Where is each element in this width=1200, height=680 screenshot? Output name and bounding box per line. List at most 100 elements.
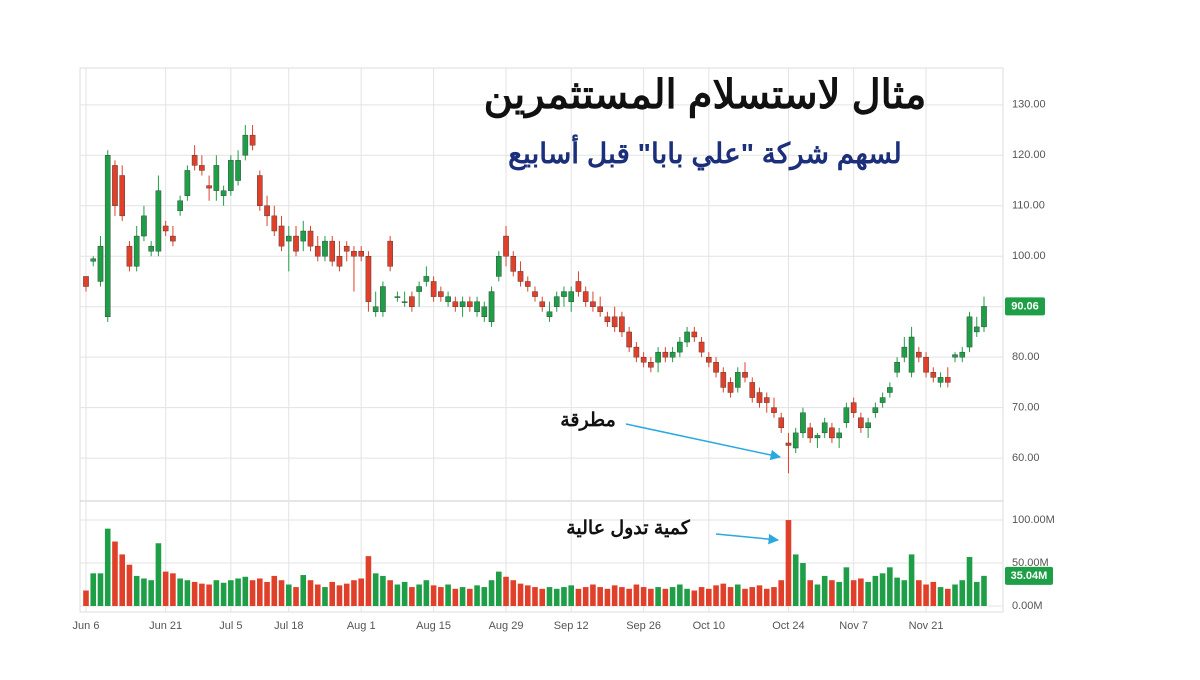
volume-bar bbox=[322, 587, 328, 606]
x-tick-label: Jul 5 bbox=[219, 620, 242, 632]
candle-body bbox=[97, 245, 104, 282]
volume-bar bbox=[271, 575, 278, 606]
x-tick-label: Aug 15 bbox=[416, 620, 451, 632]
volume-bar bbox=[706, 588, 712, 606]
volume-bar bbox=[235, 578, 241, 606]
candle-body bbox=[235, 160, 241, 181]
candle-body bbox=[524, 281, 531, 287]
candle-body bbox=[843, 407, 850, 423]
volume-bar bbox=[597, 587, 603, 606]
candle-body bbox=[90, 258, 97, 262]
volume-bar bbox=[177, 578, 183, 606]
candle-body bbox=[785, 442, 792, 446]
candle-body bbox=[742, 372, 748, 378]
candle-body bbox=[249, 134, 256, 146]
candle-body bbox=[553, 296, 560, 307]
candle-body bbox=[380, 286, 386, 312]
volume-bar bbox=[669, 587, 676, 606]
volume-bar bbox=[329, 581, 336, 606]
candle-body bbox=[416, 286, 422, 292]
candle-body bbox=[778, 417, 785, 429]
volume-bar bbox=[662, 588, 669, 606]
annotation-arrow bbox=[625, 423, 782, 461]
candle-body bbox=[713, 362, 719, 373]
volume-bar bbox=[213, 580, 220, 606]
volume-bar bbox=[677, 584, 683, 606]
volume-bar bbox=[503, 576, 509, 606]
candle-body bbox=[539, 301, 546, 307]
volume-bar bbox=[104, 528, 111, 606]
y-tick-label: 80.00 bbox=[1012, 351, 1040, 363]
candle-body bbox=[648, 362, 654, 368]
volume-bar bbox=[90, 573, 97, 606]
candle-body bbox=[155, 190, 162, 252]
candle-body bbox=[698, 341, 705, 353]
volume-bar bbox=[923, 584, 929, 606]
volume-bar bbox=[524, 585, 531, 606]
candle-body bbox=[807, 427, 813, 439]
y-tick-label: 100.00M bbox=[1012, 514, 1055, 526]
x-tick-label: Jun 21 bbox=[149, 620, 182, 632]
candle-body bbox=[351, 250, 357, 257]
candle-body bbox=[481, 306, 488, 318]
candle-body bbox=[850, 402, 857, 413]
candle-body bbox=[829, 427, 835, 439]
candle-body bbox=[467, 301, 473, 307]
candle-body bbox=[619, 316, 625, 333]
volume-bar bbox=[633, 584, 640, 606]
volume-bar bbox=[713, 585, 719, 606]
candle-body bbox=[590, 301, 596, 307]
x-tick-label: Oct 10 bbox=[693, 620, 725, 632]
volume-bar bbox=[242, 576, 249, 606]
volume-bar bbox=[814, 584, 821, 606]
candle-body bbox=[944, 377, 951, 383]
candle-body bbox=[763, 397, 770, 403]
volume-bar bbox=[285, 584, 292, 606]
candle-body bbox=[981, 306, 987, 328]
candle-body bbox=[561, 291, 567, 297]
volume-bar bbox=[930, 581, 937, 606]
volume-bar bbox=[155, 543, 162, 606]
volume-bar bbox=[452, 588, 459, 606]
candle-body bbox=[923, 356, 929, 373]
volume-tag-bg bbox=[1005, 566, 1053, 585]
volume-bar bbox=[568, 585, 575, 606]
candle-body bbox=[452, 301, 459, 307]
volume-bar bbox=[901, 580, 908, 606]
candle-body bbox=[655, 351, 661, 363]
candle-body bbox=[691, 331, 698, 338]
candle-body bbox=[278, 225, 285, 247]
candle-body bbox=[112, 165, 118, 206]
x-tick-label: Aug 29 bbox=[489, 620, 524, 632]
candle-body bbox=[430, 281, 437, 297]
x-tick-label: Jun 6 bbox=[73, 620, 100, 632]
volume-bar bbox=[981, 575, 987, 606]
candle-body bbox=[901, 346, 908, 358]
candle-body bbox=[800, 412, 806, 434]
candle-body bbox=[966, 316, 973, 348]
volume-bar bbox=[314, 584, 321, 606]
volume-bar bbox=[119, 554, 126, 606]
candle-body bbox=[104, 155, 111, 318]
candle-body bbox=[162, 225, 169, 232]
candle-body bbox=[336, 256, 343, 267]
volume-bar bbox=[351, 580, 357, 606]
candle-body bbox=[937, 377, 944, 383]
volume-bar bbox=[257, 578, 263, 606]
x-tick-label: Nov 21 bbox=[909, 620, 944, 632]
volume-bar bbox=[691, 590, 698, 606]
candle-body bbox=[640, 356, 647, 363]
volume-bar bbox=[582, 587, 589, 606]
candle-body bbox=[821, 422, 828, 434]
volume-bar bbox=[800, 563, 806, 606]
volume-bar bbox=[228, 580, 234, 606]
volume-bar bbox=[249, 580, 256, 606]
candle-body bbox=[582, 291, 589, 302]
candle-body bbox=[307, 230, 314, 247]
volume-bar bbox=[792, 554, 799, 606]
candle-body bbox=[220, 190, 227, 196]
volume-bar bbox=[749, 587, 756, 606]
candle-body bbox=[792, 432, 799, 449]
candle-body bbox=[228, 160, 234, 191]
candle-body bbox=[626, 331, 632, 348]
